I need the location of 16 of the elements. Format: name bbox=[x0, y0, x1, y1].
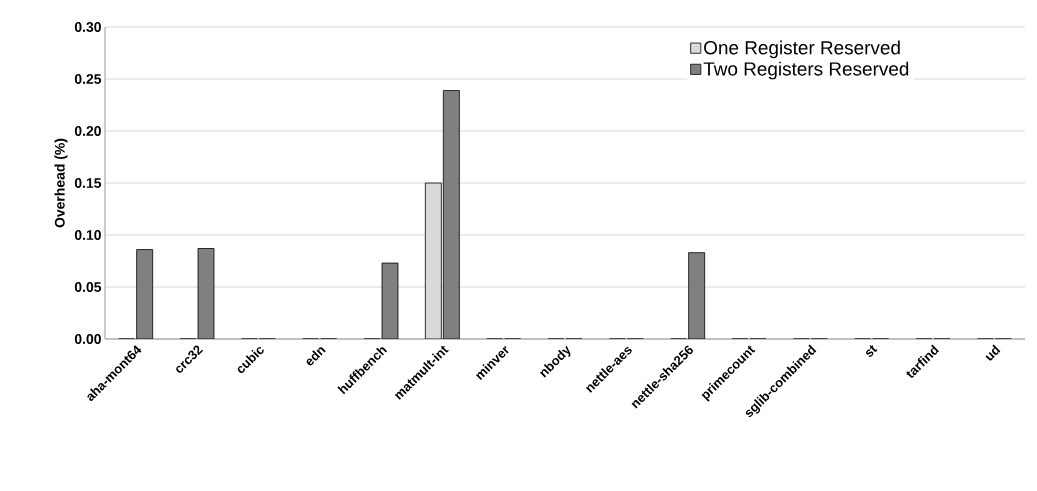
bar bbox=[442, 90, 460, 339]
y-tick-label: 0.10 bbox=[74, 230, 101, 240]
y-tick-label: 0.20 bbox=[74, 126, 101, 136]
legend-label: Two Registers Reserved bbox=[703, 61, 909, 80]
x-tick-label: edn bbox=[306, 347, 326, 366]
y-tick-label: 0.00 bbox=[74, 334, 101, 344]
bar bbox=[136, 249, 154, 339]
x-tick-label: ud bbox=[985, 344, 1001, 361]
x-tick-label: st bbox=[865, 345, 878, 357]
bar bbox=[688, 252, 706, 339]
y-axis-title: Overhead (%) bbox=[54, 138, 68, 228]
legend-label: One Register Reserved bbox=[704, 40, 900, 59]
y-tick-label: 0.30 bbox=[74, 22, 101, 32]
y-tick-label: 0.25 bbox=[74, 74, 102, 84]
y-tick-label: 0.05 bbox=[74, 282, 102, 292]
y-tick-label: 0.15 bbox=[74, 178, 102, 188]
